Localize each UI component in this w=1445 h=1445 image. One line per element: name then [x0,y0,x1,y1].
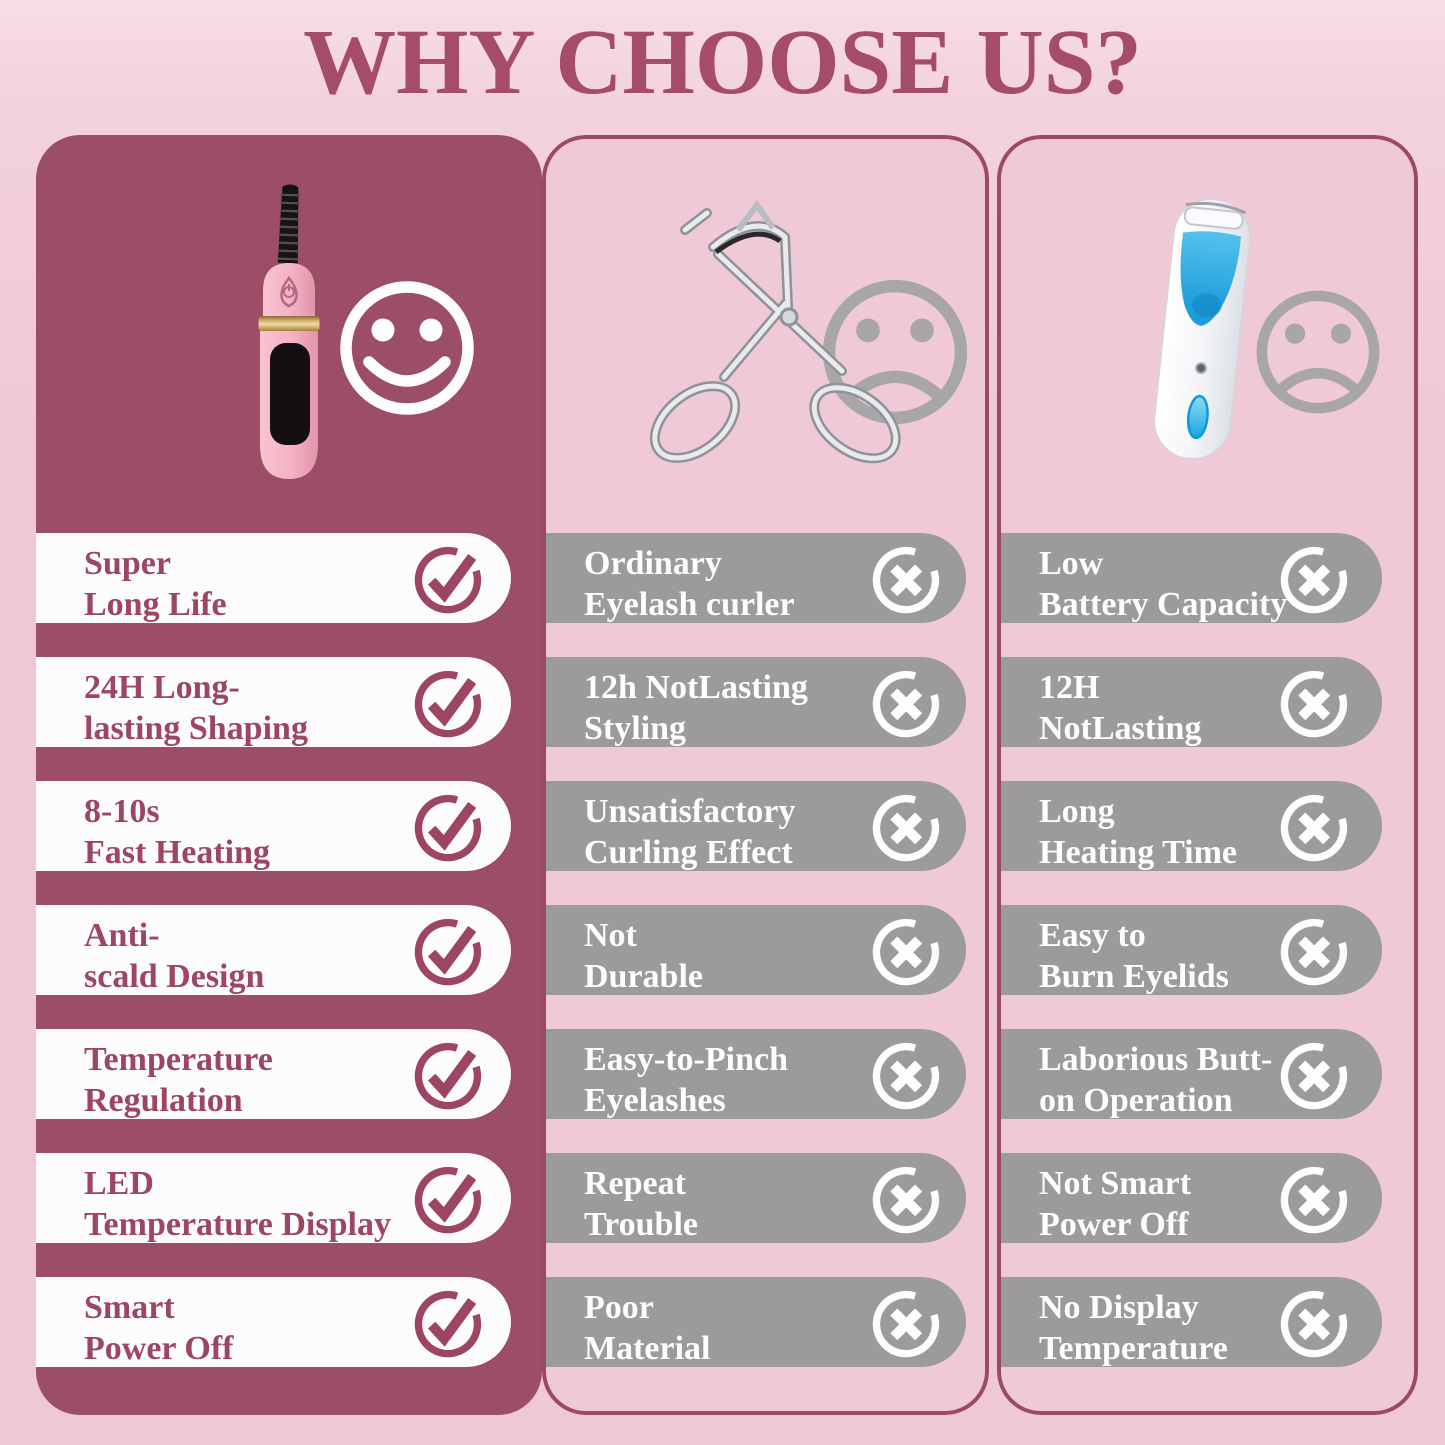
ordinary-curler-illustration [649,199,989,464]
feature-row: Super Long Life [36,533,511,623]
electric-curler-illustration [1153,198,1418,460]
drawback-label: Laborious Butt- on Operation [1039,1041,1273,1119]
drawback-label: Not Durable [584,917,703,995]
sad-face-icon [829,286,961,418]
drawback-row: Unsatisfactory Curling Effect [542,781,966,871]
cross-circle-icon [1276,911,1354,989]
feature-label: Smart Power Off [84,1289,234,1367]
check-circle-icon [410,1159,488,1237]
drawback-label: Low Battery Capacity [1039,545,1288,623]
drawback-row: Not Durable [542,905,966,995]
drawback-label: Long Heating Time [1039,793,1238,871]
drawback-label: Repeat Trouble [584,1165,698,1243]
drawback-row: No Display Temperature [997,1277,1382,1367]
card-our-product: Super Long Life 24H Long- lasting Shapin… [36,135,542,1415]
card-ordinary-curler: Ordinary Eyelash curler 12h NotLasting S… [542,135,989,1415]
cross-circle-icon [1276,663,1354,741]
card-other-electric-curler: Low Battery Capacity 12H NotLasting Long… [997,135,1418,1415]
drawback-row: 12h NotLasting Styling [542,657,966,747]
manual-curler-graphic [649,199,901,464]
feature-row: Anti- scald Design [36,905,511,995]
drawback-row: Easy to Burn Eyelids [997,905,1382,995]
feature-row: Smart Power Off [36,1277,511,1367]
our-product-illustration [258,184,542,479]
cross-circle-icon [868,911,946,989]
sad-face-icon [1262,296,1374,408]
cross-circle-icon [1276,1159,1354,1237]
drawback-row: 12H NotLasting [997,657,1382,747]
feature-label: 24H Long- lasting Shaping [84,669,308,747]
happy-face-icon [346,287,468,409]
drawback-label: No Display Temperature [1039,1289,1228,1367]
cross-circle-icon [1276,1283,1354,1361]
feature-row: 24H Long- lasting Shaping [36,657,511,747]
drawback-row: Poor Material [542,1277,966,1367]
drawback-label: Poor Material [584,1289,711,1367]
drawback-row: Repeat Trouble [542,1153,966,1243]
cross-circle-icon [868,539,946,617]
drawback-label: Not Smart Power Off [1039,1165,1192,1243]
drawback-label: 12H NotLasting [1039,669,1202,747]
drawback-row: Laborious Butt- on Operation [997,1029,1382,1119]
check-circle-icon [410,663,488,741]
check-circle-icon [410,911,488,989]
cross-circle-icon [868,1035,946,1113]
feature-label: 8-10s Fast Heating [84,793,271,871]
drawback-row: Low Battery Capacity [997,533,1382,623]
drawback-label: Easy-to-Pinch Eyelashes [584,1041,788,1119]
electric-curler-graphic [1153,198,1251,460]
feature-label: Anti- scald Design [84,917,265,995]
feature-row: 8-10s Fast Heating [36,781,511,871]
feature-label: Super Long Life [84,545,227,623]
cross-circle-icon [868,1159,946,1237]
check-circle-icon [410,787,488,865]
page-title: WHY CHOOSE US? [303,11,1142,114]
cross-circle-icon [868,663,946,741]
check-circle-icon [410,539,488,617]
drawback-label: Easy to Burn Eyelids [1039,917,1229,995]
heated-curler-graphic [258,184,320,479]
drawback-row: Easy-to-Pinch Eyelashes [542,1029,966,1119]
cross-circle-icon [868,787,946,865]
cross-circle-icon [868,1283,946,1361]
drawback-row: Ordinary Eyelash curler [542,533,966,623]
feature-label: Temperature Regulation [84,1041,273,1119]
cross-circle-icon [1276,539,1354,617]
drawback-row: Not Smart Power Off [997,1153,1382,1243]
drawback-label: Unsatisfactory Curling Effect [584,793,796,871]
check-circle-icon [410,1283,488,1361]
drawback-row: Long Heating Time [997,781,1382,871]
feature-row: Temperature Regulation [36,1029,511,1119]
drawback-label: 12h NotLasting Styling [584,669,808,747]
feature-label: LED Temperature Display [84,1165,391,1243]
drawback-label: Ordinary Eyelash curler [584,545,795,623]
cross-circle-icon [1276,1035,1354,1113]
cross-circle-icon [1276,787,1354,865]
check-circle-icon [410,1035,488,1113]
feature-row: LED Temperature Display [36,1153,511,1243]
